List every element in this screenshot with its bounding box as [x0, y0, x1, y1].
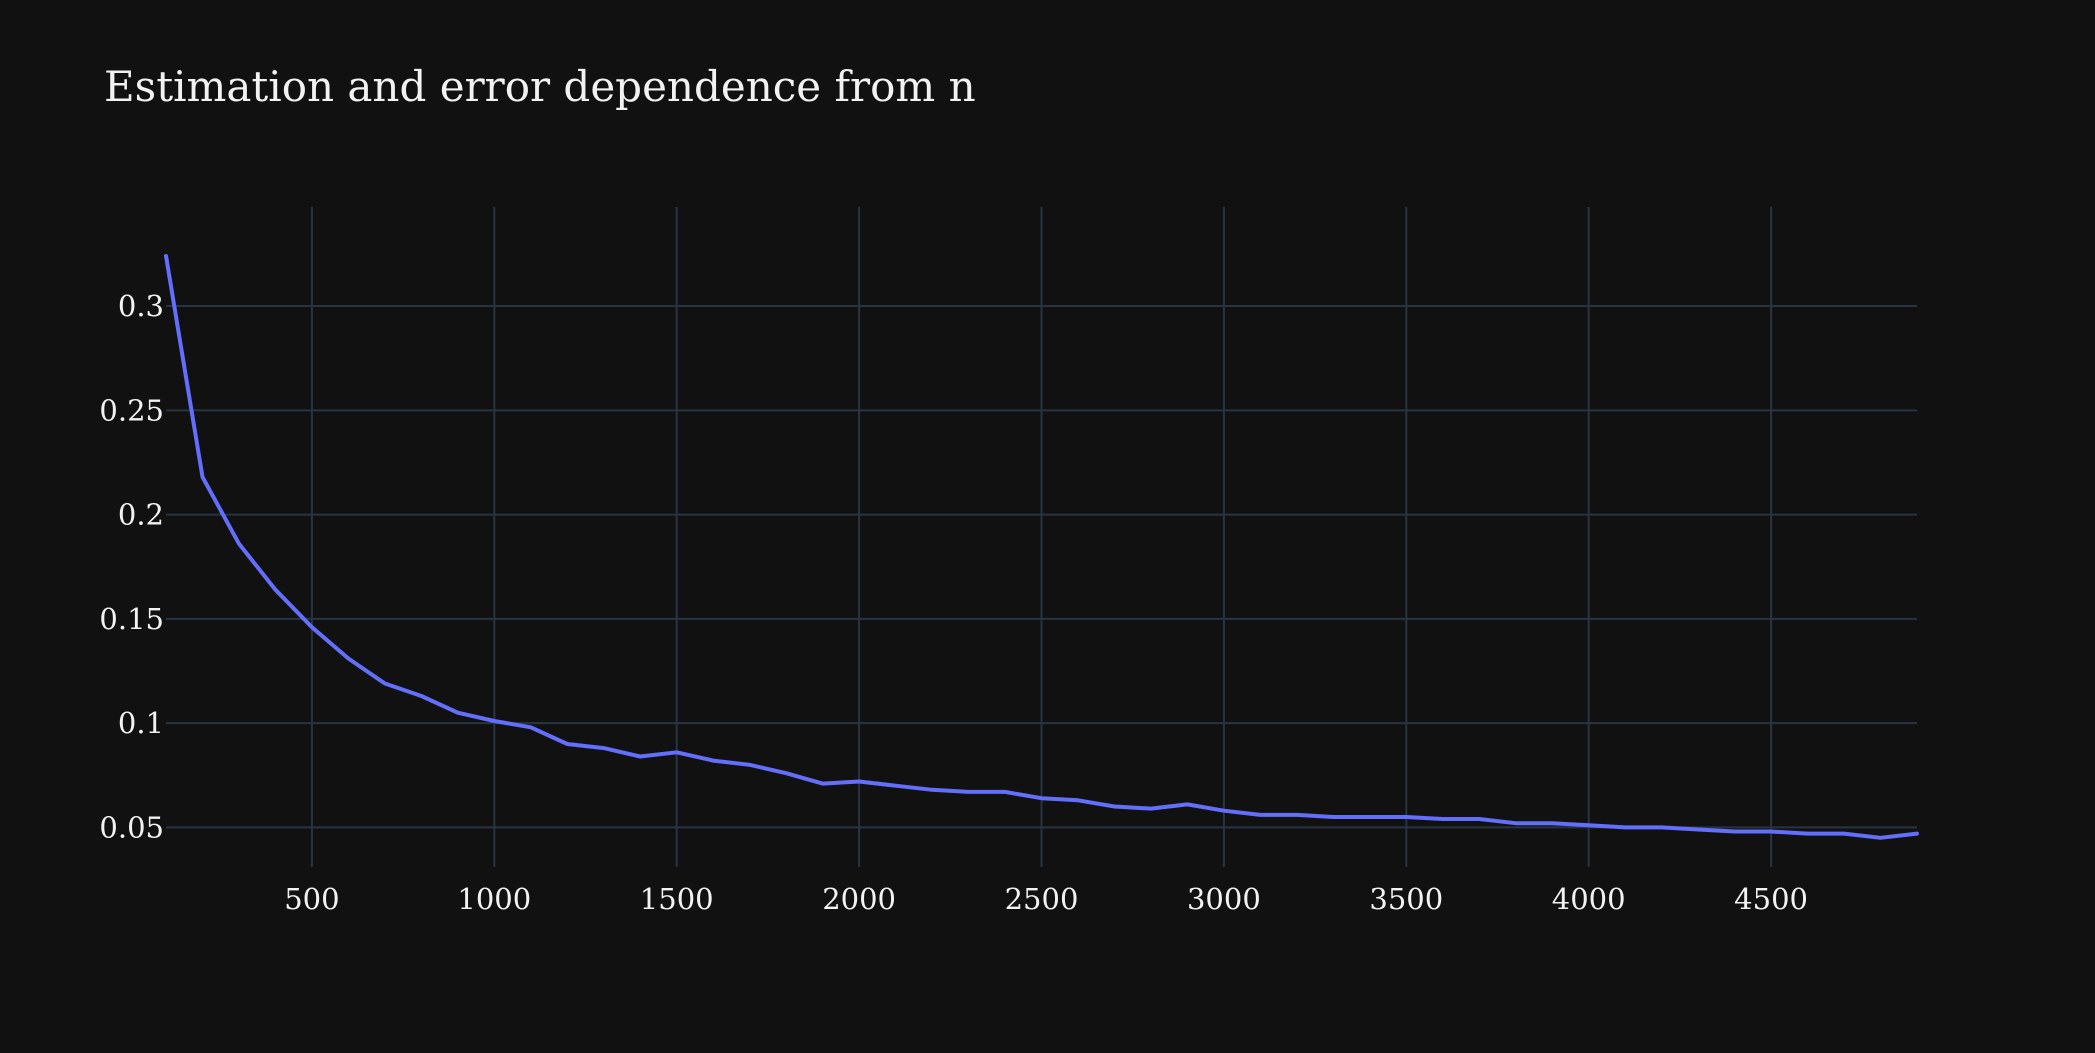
chart-title: Estimation and error dependence from n [104, 62, 976, 111]
y-tick-label: 0.1 [118, 706, 164, 740]
x-tick-label: 500 [284, 882, 339, 916]
x-tick-label: 3000 [1187, 882, 1261, 916]
x-axis-ticks: 500 1000 1500 2000 2500 3000 3500 4000 4500 [284, 882, 1808, 916]
series-layer [164, 254, 1919, 840]
x-tick-label: 4500 [1734, 882, 1808, 916]
y-tick-label: 0.15 [99, 602, 164, 636]
x-tick-label: 3500 [1369, 882, 1443, 916]
y-tick-label: 0.2 [118, 498, 164, 532]
y-tick-label: 0.25 [99, 393, 164, 427]
x-tick-label: 1000 [457, 882, 531, 916]
x-tick-label: 2500 [1005, 882, 1079, 916]
x-tick-label: 1500 [640, 882, 714, 916]
series-line [164, 254, 1919, 840]
y-tick-label: 0.3 [118, 289, 164, 323]
grid-lines [166, 207, 1917, 867]
y-tick-label: 0.05 [99, 810, 164, 844]
y-axis-ticks: 0.05 0.1 0.15 0.2 0.25 0.3 [99, 289, 164, 844]
x-tick-label: 4000 [1552, 882, 1626, 916]
x-tick-label: 2000 [822, 882, 896, 916]
